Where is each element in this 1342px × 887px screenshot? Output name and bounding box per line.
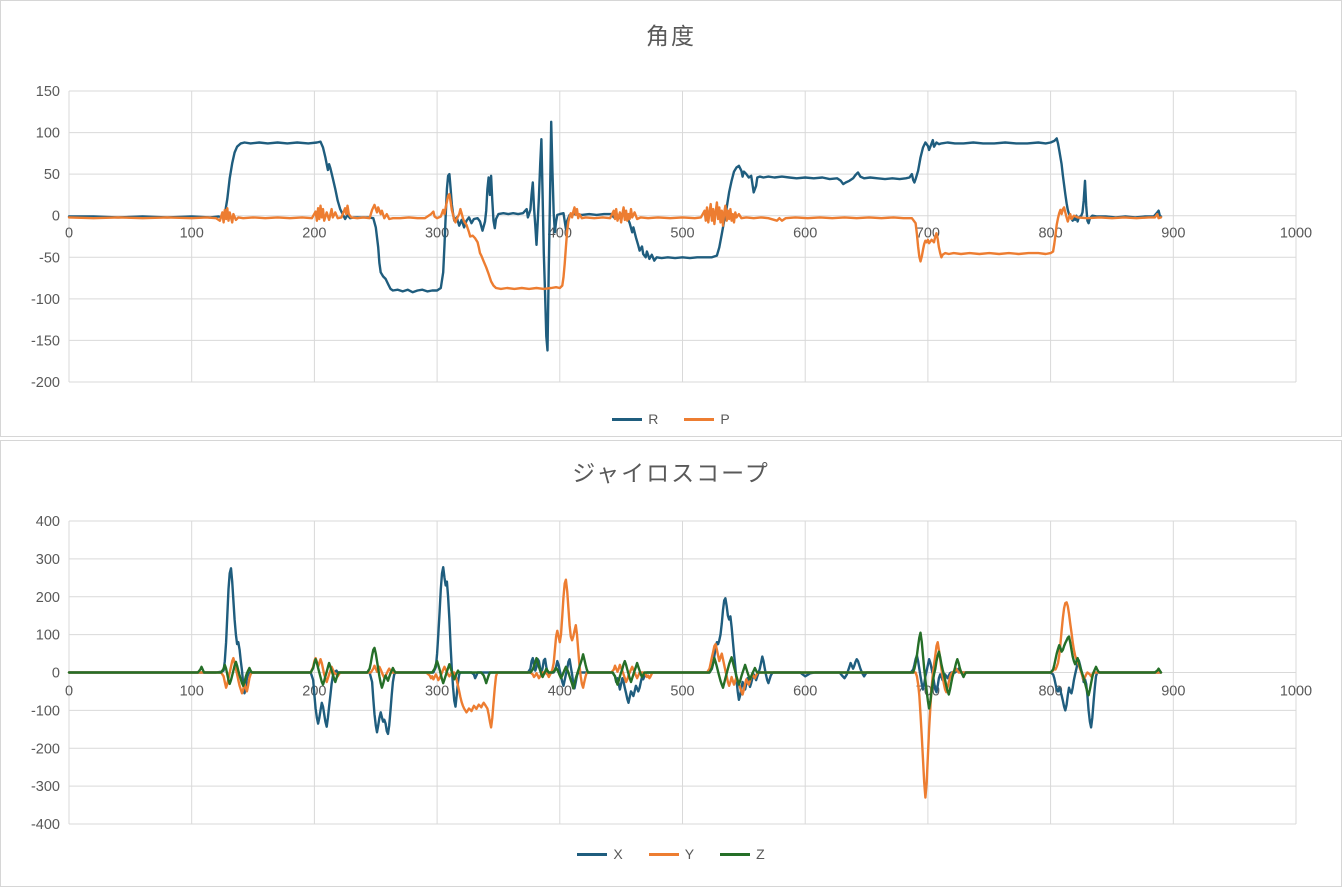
gyroscope-chart-panel[interactable]: ジャイロスコープ 400 300 200 100 0 -100 -200 -300 -400 0 1… — [0, 440, 1342, 887]
legend-swatch-R — [612, 417, 643, 421]
x-tick-label: 500 — [670, 226, 694, 242]
series-lines — [67, 565, 1163, 799]
x-tick-label: 300 — [425, 226, 449, 242]
x-tick-label: 0 — [65, 684, 73, 700]
legend-item-Y: Y — [648, 846, 695, 862]
x-tick-label: 100 — [180, 684, 204, 700]
legend-item-Z: Z — [720, 846, 765, 862]
y-tick-label: 0 — [52, 666, 60, 682]
legend-label-X: X — [613, 846, 623, 862]
legend-item-R: R — [612, 411, 658, 427]
legend-label-Z: Z — [756, 846, 765, 862]
x-tick-label: 800 — [1038, 226, 1062, 242]
y-tick-label: -300 — [31, 779, 60, 795]
x-tick-label: 1000 — [1280, 226, 1312, 242]
legend-swatch-X — [577, 852, 608, 856]
series-line-X — [67, 565, 1163, 736]
legend-item-X: X — [577, 846, 623, 862]
y-tick-label: 100 — [36, 126, 60, 142]
legend-item-P: P — [684, 411, 730, 427]
y-tick-label: 400 — [36, 514, 60, 530]
series-lines — [67, 120, 1163, 352]
y-tick-label: 0 — [52, 209, 60, 225]
y-tick-label: -200 — [31, 375, 60, 391]
y-tick-label: 100 — [36, 628, 60, 644]
legend-swatch-Y — [648, 852, 679, 856]
legend-swatch-Z — [720, 852, 751, 856]
y-tick-label: -50 — [39, 250, 60, 266]
y-tick-label: 50 — [44, 167, 60, 183]
gyroscope-chart-legend: X Y Z — [1, 846, 1341, 862]
series-line-Y — [67, 578, 1163, 799]
x-tick-label: 300 — [425, 684, 449, 700]
gridlines — [68, 90, 1297, 383]
legend-label-Y: Y — [684, 846, 695, 862]
x-tick-label: 600 — [793, 226, 817, 242]
y-tick-label: -200 — [31, 741, 60, 757]
x-tick-label: 500 — [670, 684, 694, 700]
y-tick-label: 300 — [36, 552, 60, 568]
x-tick-label: 0 — [65, 226, 73, 242]
x-tick-label: 600 — [793, 684, 817, 700]
angle-chart-panel[interactable]: 角度 150 100 50 0 -50 -100 -150 -200 0 100 200 300 400… — [0, 0, 1342, 437]
x-tick-label: 900 — [1161, 226, 1185, 242]
y-tick-label: -150 — [31, 333, 60, 349]
x-tick-label: 900 — [1161, 684, 1185, 700]
x-tick-label: 400 — [548, 684, 572, 700]
x-tick-label: 1000 — [1280, 684, 1312, 700]
series-line-Z — [67, 631, 1163, 710]
legend-label-P: P — [720, 411, 730, 427]
legend-label-R: R — [648, 411, 659, 427]
y-tick-label: 150 — [36, 84, 60, 100]
y-tick-label: 200 — [36, 590, 60, 606]
series-line-R — [67, 120, 1163, 352]
y-tick-label: -100 — [31, 292, 60, 308]
x-tick-label: 100 — [180, 226, 204, 242]
y-tick-label: -100 — [31, 703, 60, 719]
x-tick-label: 200 — [302, 226, 326, 242]
y-tick-label: -400 — [31, 817, 60, 833]
series-line-P — [67, 192, 1163, 291]
legend-swatch-P — [684, 417, 715, 421]
angle-chart-title: 角度 — [646, 23, 696, 49]
gyroscope-chart-title: ジャイロスコープ — [572, 460, 770, 486]
